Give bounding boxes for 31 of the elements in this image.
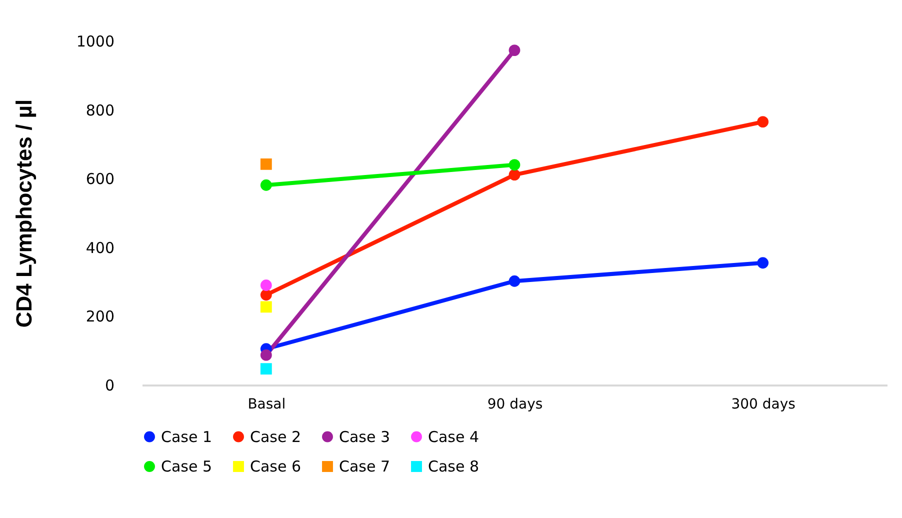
- y-tick-label: 200: [86, 308, 114, 326]
- legend-label: Case 3: [339, 428, 390, 446]
- point: [260, 280, 272, 291]
- legend-label: Case 4: [428, 428, 480, 446]
- x-tick-label: Basal: [248, 396, 286, 412]
- x-tick-label: 90 days: [487, 396, 543, 412]
- point: [508, 44, 520, 56]
- x-tick-label: 300 days: [731, 396, 796, 412]
- point: [260, 363, 272, 375]
- y-tick-label: 0: [104, 376, 114, 394]
- point: [757, 116, 769, 128]
- point: [260, 179, 272, 191]
- point: [757, 257, 769, 269]
- y-tick-label: 1000: [76, 32, 114, 50]
- point: [508, 275, 520, 287]
- legend-label: Case 6: [250, 458, 302, 476]
- y-tick-label: 600: [86, 170, 114, 188]
- legend-label: Case 8: [428, 458, 480, 476]
- point: [508, 159, 520, 171]
- y-tick-label: 800: [86, 101, 114, 120]
- point: [508, 169, 520, 181]
- y-axis-title: CD4 Lymphocytes / µl: [11, 99, 36, 328]
- y-tick-label: 400: [86, 238, 114, 257]
- legend-label: Case 1: [161, 428, 212, 446]
- point: [260, 301, 272, 313]
- point: [260, 158, 272, 170]
- point: [260, 349, 272, 361]
- legend-label: Case 2: [250, 428, 302, 446]
- legend-label: Case 7: [339, 458, 390, 476]
- legend-label: Case 5: [161, 458, 212, 476]
- point: [260, 289, 272, 301]
